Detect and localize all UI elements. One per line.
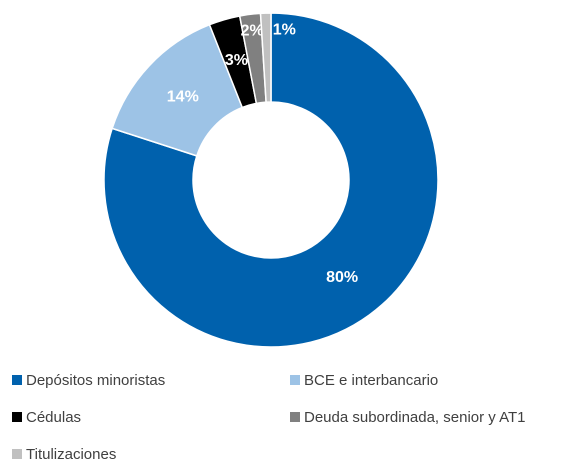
legend-swatch xyxy=(290,412,300,422)
data-label: 2% xyxy=(241,22,264,39)
data-label: 3% xyxy=(225,52,248,69)
data-label: 14% xyxy=(167,88,199,105)
legend-label: Deuda subordinada, senior y AT1 xyxy=(304,409,526,426)
legend-label: BCE e interbancario xyxy=(304,372,438,389)
data-label: 80% xyxy=(326,269,358,286)
legend-swatch xyxy=(12,375,22,385)
donut-segment xyxy=(103,12,439,348)
legend-swatch xyxy=(12,449,22,459)
legend-label: Titulizaciones xyxy=(26,446,116,463)
legend-swatch xyxy=(12,412,22,422)
legend-label: Cédulas xyxy=(26,409,81,426)
legend-label: Depósitos minoristas xyxy=(26,372,165,389)
legend-swatch xyxy=(290,375,300,385)
donut-segment xyxy=(259,12,272,103)
data-label: 1% xyxy=(273,21,296,38)
